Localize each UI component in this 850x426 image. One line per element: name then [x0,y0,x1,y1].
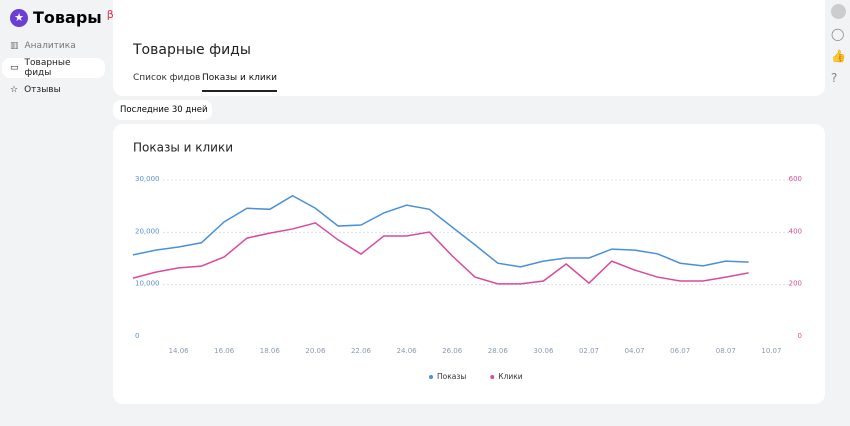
x-tick-label: 18.06 [260,347,281,355]
legend-label: Клики [498,372,523,381]
legend-swatch [490,375,495,379]
line-series [132,222,749,285]
x-tick-label: 14.06 [169,347,190,355]
y2-tick-label: 0 [798,332,802,340]
avatar[interactable] [831,4,846,19]
legend-swatch [429,375,433,379]
y-tick-label: 30,000 [135,175,160,183]
y2-tick-label: 400 [789,227,802,235]
nav-item[interactable]: ▭ Товарные фиды [2,58,105,78]
page-title: Товарные фиды [133,42,251,58]
period-dropdown[interactable]: Последние 30 дней ⌄ [113,100,212,135]
header-card: Товарные фиды Список фидов Показы и клик… [113,0,825,96]
nav-item[interactable]: ▥ Аналитика [10,41,76,51]
x-tick-label: 16.06 [214,347,235,355]
legend-label: Показы [437,372,466,381]
nav-label: Отзывы [24,85,61,95]
help-icon[interactable]: ? [831,71,838,85]
x-tick-label: 06.07 [670,347,690,355]
y-tick-label: 0 [135,332,139,340]
x-tick-label: 30.06 [533,347,554,355]
nav-label: Аналитика [24,41,76,51]
tab[interactable]: Список фидов [133,73,201,83]
line-series [132,194,749,268]
nav-item[interactable]: ☆ Отзывы [10,85,61,95]
y2-tick-label: 600 [789,175,802,183]
x-tick-label: 02.07 [579,347,599,355]
x-tick-label: 04.07 [625,347,645,355]
nav-label: Товарные фиды [24,58,71,78]
x-tick-label: 22.06 [351,347,372,355]
x-tick-label: 24.06 [397,347,418,355]
x-tick-label: 26.06 [442,347,463,355]
logo-text: Товары [33,8,102,27]
logo-icon: ★ [10,8,28,27]
chart: Показы и клики 0 10,000 20,000 30,000 0 200 40… [113,124,825,404]
y-tick-label: 10,000 [135,280,160,288]
logo[interactable]: ★ Товары β [10,8,114,27]
x-tick-label: 10.07 [761,347,781,355]
logo-badge: β [106,8,114,21]
y2-tick-label: 200 [789,280,802,288]
sidebar: ▥ Аналитика ▭ Товарные фиды ☆ Отзывы [2,36,105,100]
x-tick-label: 08.07 [716,347,736,355]
y-tick-label: 20,000 [135,227,160,235]
x-tick-label: 20.06 [305,347,326,355]
chart-title: Показы и клики [133,141,233,155]
right-toolbar: ◯ 👍 ? [831,4,846,85]
chat-icon[interactable]: ◯ [831,27,845,41]
period-label: Последние 30 дней [120,105,208,115]
x-tick-label: 28.06 [488,347,509,355]
tab-active[interactable]: Показы и клики [202,73,278,92]
like-icon[interactable]: 👍 [831,49,846,63]
